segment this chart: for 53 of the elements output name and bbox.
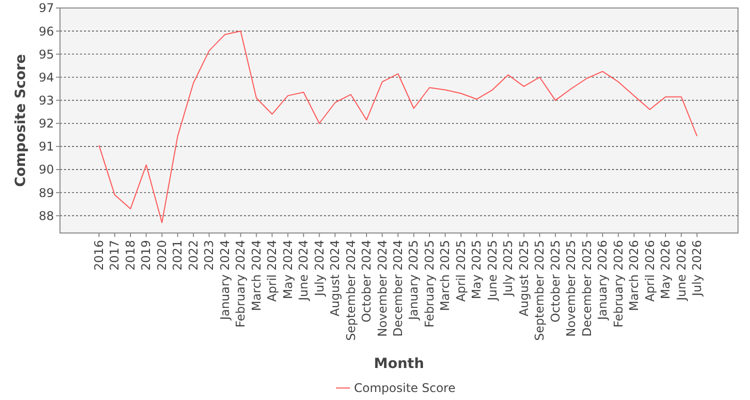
x-tick-label: January 2025 (406, 240, 421, 321)
x-tick-label: 2018 (123, 240, 138, 271)
x-tick-label: May 2024 (280, 240, 295, 300)
x-tick-label: October 2024 (360, 240, 374, 322)
x-tick-label: 2019 (139, 240, 154, 271)
x-tick-label: December 2024 (391, 240, 405, 337)
x-tick-label: July 2025 (501, 240, 516, 297)
x-tick-label: March 2025 (438, 240, 452, 311)
x-tick-label: 2022 (186, 240, 200, 271)
x-tick-label: May 2026 (658, 240, 673, 300)
x-tick-label: September 2024 (344, 240, 358, 341)
x-tick-label: February 2024 (234, 240, 248, 328)
x-tick-label: 2016 (92, 240, 106, 271)
x-tick-label: June 2025 (485, 240, 500, 302)
x-tick-label: October 2025 (548, 240, 562, 322)
y-tick-label: 91 (38, 140, 54, 154)
x-tick-label: December 2025 (580, 240, 594, 337)
x-tick-label: February 2025 (422, 240, 436, 328)
x-tick-label: July 2026 (690, 240, 704, 297)
legend-label: Composite Score (354, 381, 456, 396)
x-tick-label: August 2025 (516, 240, 531, 316)
y-tick-label: 92 (38, 116, 54, 131)
x-tick-label: November 2024 (375, 240, 390, 337)
x-tick-label: May 2025 (470, 240, 484, 300)
x-tick-label: July 2024 (312, 240, 326, 297)
x-tick-label: 2017 (108, 240, 122, 271)
x-tick-label: March 2024 (249, 240, 264, 311)
x-tick-label: 2021 (170, 240, 185, 271)
x-tick-label: February 2026 (611, 240, 626, 328)
x-tick-label: January 2024 (218, 240, 232, 321)
x-tick-label: 2023 (202, 240, 216, 271)
y-tick-label: 90 (38, 162, 54, 177)
y-axis-title: Composite Score (13, 54, 29, 187)
y-tick-label: 94 (38, 70, 54, 84)
x-tick-label: September 2025 (532, 240, 547, 341)
y-tick-label: 89 (38, 186, 54, 200)
x-tick-label: April 2024 (265, 240, 280, 302)
y-tick-label: 88 (38, 208, 54, 223)
line-series (98, 30, 698, 224)
x-tick-label: March 2026 (627, 240, 642, 311)
x-tick-label: April 2026 (642, 240, 657, 302)
x-tick-label: June 2026 (674, 240, 688, 302)
x-tick-label: April 2025 (454, 240, 468, 302)
x-axis-title: Month (374, 356, 424, 372)
x-tick-label: June 2024 (296, 240, 311, 302)
y-tick-label: 93 (38, 94, 54, 108)
y-tick-label: 97 (38, 1, 54, 16)
x-tick-label: January 2026 (596, 240, 610, 321)
x-tick-label: November 2025 (564, 240, 578, 337)
x-tick-label: August 2024 (328, 240, 342, 316)
x-tick-label: 2020 (154, 240, 169, 271)
y-tick-label: 96 (38, 24, 54, 38)
y-tick-label: 95 (38, 47, 54, 62)
